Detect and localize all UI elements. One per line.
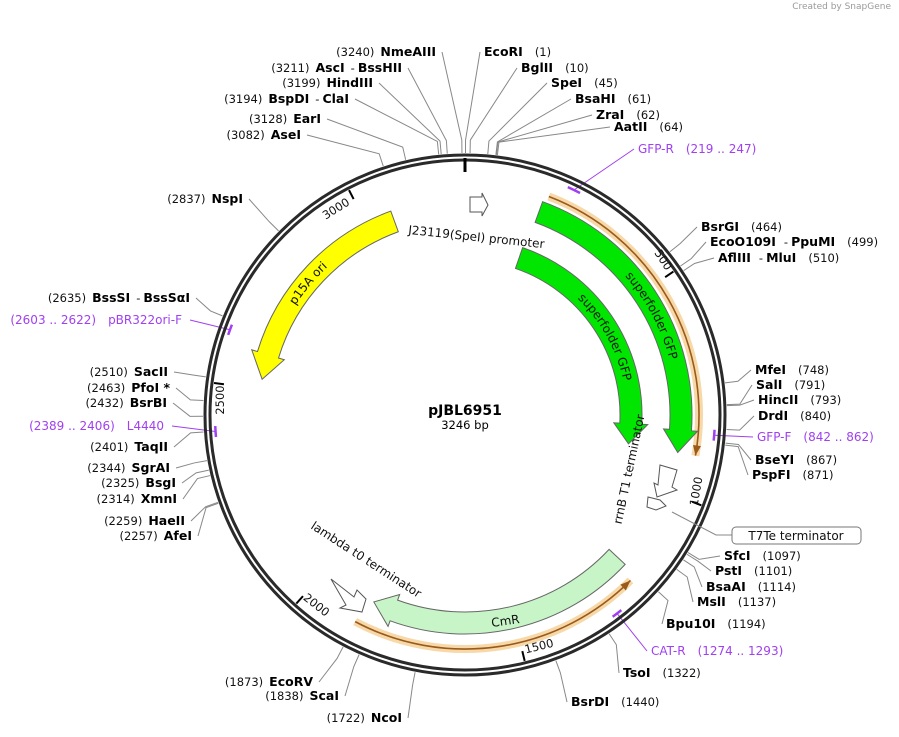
lambda-terminator-arrow[interactable] <box>330 578 367 613</box>
primer-gfp-f[interactable]: GFP-F (842 .. 862) <box>757 430 874 444</box>
enzyme-site-afei[interactable]: (2257) AfeI <box>120 528 193 543</box>
enzyme-site-sfci[interactable]: SfcI (1097) <box>724 548 801 563</box>
plasmid-name: pJBL6951 <box>428 403 502 419</box>
superfolder-gfp-label: superfolder GFP <box>623 269 681 361</box>
enzyme-site-taqii[interactable]: (2401) TaqII <box>90 439 168 454</box>
superfolder-gfp-arrow[interactable] <box>534 201 699 454</box>
plasmid-length: 3246 bp <box>441 418 489 432</box>
primer-mark-gfp-r[interactable] <box>567 185 581 195</box>
enzyme-site-bseyi[interactable]: BseYI (867) <box>755 452 837 467</box>
enzyme-site-bsaai[interactable]: BsaAI (1114) <box>706 579 796 594</box>
enzyme-site-ecori[interactable]: EcoRI (1) <box>484 44 551 59</box>
primer-mark-cat-r[interactable] <box>611 609 623 618</box>
enzyme-site-ecorv[interactable]: (1873) EcoRV <box>225 674 313 689</box>
enzyme-site-ncoi[interactable]: (1722) NcoI <box>327 710 402 725</box>
enzyme-site-spei[interactable]: SpeI (45) <box>551 75 618 90</box>
orange-arc-gfp[interactable] <box>547 192 703 457</box>
enzyme-site-asei[interactable]: (3082) AseI <box>227 127 302 142</box>
enzyme-site-eari[interactable]: (3128) EarI <box>249 111 321 126</box>
t7te-label: T7Te terminator <box>747 529 843 543</box>
superfolder-gfp-inner-label: superfolder GFP <box>575 291 634 382</box>
enzyme-site-bsrbi[interactable]: (2432) BsrBI <box>85 395 167 410</box>
enzyme-site-bsgi[interactable]: (2325) BsgI <box>101 475 176 490</box>
enzyme-site-sacii[interactable]: (2510) SacII <box>90 364 168 379</box>
enzyme-site-ecoo109i[interactable]: EcoO109I - PpuMI (499) <box>710 234 878 249</box>
enzyme-site-nspi[interactable]: (2837) NspI <box>167 191 243 206</box>
primer-pbr322ori-f[interactable]: (2603 .. 2622) pBR322ori-F <box>10 313 182 327</box>
enzyme-site-bspdi[interactable]: (3194) BspDI - ClaI <box>224 91 349 106</box>
enzyme-site-afliii[interactable]: AflIII - MluI (510) <box>718 250 839 265</box>
enzyme-site-pspfi[interactable]: PspFI (871) <box>752 467 833 482</box>
tick-label-1000: 1000 <box>687 476 706 507</box>
enzyme-site-sali[interactable]: SalI (791) <box>756 377 825 392</box>
snapgene-credit: Created by SnapGene <box>792 2 891 12</box>
enzyme-site-hindiii[interactable]: (3199) HindIII <box>282 75 373 90</box>
enzyme-site-aatii[interactable]: AatII (64) <box>614 119 683 134</box>
primer-mark-pbr322ori-f[interactable] <box>226 324 234 336</box>
lambda-terminator-label: lambda t0 terminator <box>308 519 424 601</box>
primer-gfp-r[interactable]: GFP-R (219 .. 247) <box>638 142 756 156</box>
backbone-ring <box>203 153 727 677</box>
primer-l4440[interactable]: (2389 .. 2406) L4440 <box>29 419 164 433</box>
enzyme-site-hincii[interactable]: HincII (793) <box>758 392 841 407</box>
primer-mark-l4440[interactable] <box>213 426 218 438</box>
promoter-label: J23119(SpeI) promoter <box>407 223 546 251</box>
enzyme-site-bsssi[interactable]: (2635) BssSI - BssSαI <box>48 290 190 305</box>
enzyme-site-nmeaiii[interactable]: (3240) NmeAIII <box>336 44 436 59</box>
enzyme-site-mfei[interactable]: MfeI (748) <box>755 362 829 377</box>
site-labels: EcoRI (1)BglII (10)SpeI (45)BsaHI (61)ZraI (6… <box>10 44 878 725</box>
enzyme-site-asci[interactable]: (3211) AscI - BssHII <box>271 60 402 75</box>
superfolder-gfp-inner-arrow[interactable] <box>514 247 649 445</box>
enzyme-site-pfoi[interactable]: (2463) PfoI * <box>87 380 170 395</box>
cmr-arrow[interactable] <box>373 548 626 635</box>
enzyme-site-scai[interactable]: (1838) ScaI <box>265 688 339 703</box>
enzyme-site-zrai[interactable]: ZraI (62) <box>596 107 660 122</box>
enzyme-site-bsrdi[interactable]: BsrDI (1440) <box>571 694 659 709</box>
t7te-terminator-arrow[interactable] <box>646 496 667 511</box>
enzyme-site-drdi[interactable]: DrdI (840) <box>758 408 831 423</box>
enzyme-site-msli[interactable]: MslI (1137) <box>697 594 776 609</box>
promoter-arrow[interactable] <box>469 192 489 217</box>
primer-mark-gfp-f[interactable] <box>712 429 716 441</box>
enzyme-site-bpu10i[interactable]: Bpu10I (1194) <box>666 616 766 631</box>
rrnb-terminator-arrow[interactable] <box>653 464 679 498</box>
enzyme-site-tsoi[interactable]: TsoI (1322) <box>623 665 701 680</box>
enzyme-site-psti[interactable]: PstI (1101) <box>715 563 792 578</box>
enzyme-site-xmni[interactable]: (2314) XmnI <box>97 491 177 506</box>
orange-arc-cmr[interactable] <box>353 577 634 653</box>
t7te-terminator-callout[interactable]: T7Te terminator <box>671 511 862 545</box>
enzyme-site-bglii[interactable]: BglII (10) <box>521 60 589 75</box>
tick-label-1500: 1500 <box>523 636 555 657</box>
enzyme-site-haeii[interactable]: (2259) HaeII <box>104 513 185 528</box>
enzyme-site-bsrgi[interactable]: BsrGI (464) <box>701 219 782 234</box>
cmr-label: CmR <box>490 612 520 630</box>
label-leader-lines <box>171 51 755 719</box>
tick-label-3000: 3000 <box>320 195 352 222</box>
tick-label-2500: 2500 <box>213 385 227 414</box>
enzyme-site-sgrai[interactable]: (2344) SgrAI <box>87 460 170 475</box>
primer-cat-r[interactable]: CAT-R (1274 .. 1293) <box>651 644 783 658</box>
p15a-ori-arrow[interactable] <box>250 210 399 381</box>
enzyme-site-bsahi[interactable]: BsaHI (61) <box>575 91 651 106</box>
